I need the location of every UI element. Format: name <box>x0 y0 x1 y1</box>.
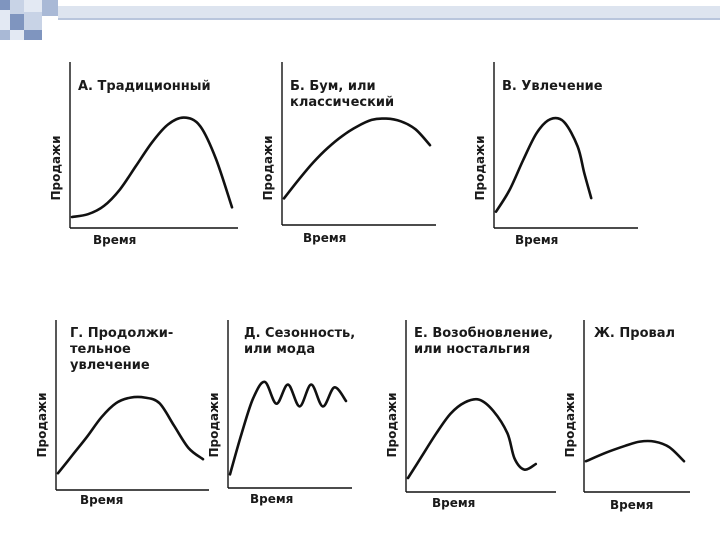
y-axis-label: Продажи <box>261 135 275 200</box>
sales-curve <box>406 397 538 480</box>
panel-title: увлечение <box>70 358 150 373</box>
panel-title: Б. Бум, или <box>290 79 376 94</box>
sales-curve <box>56 395 205 475</box>
chart-panel: А. Традиционный Продажи Время <box>49 62 238 247</box>
x-axis-label: Время <box>80 493 123 507</box>
panel-title: В. Увлечение <box>502 79 603 94</box>
deco-square <box>42 16 58 30</box>
sales-curve <box>494 116 593 213</box>
panel-title: Д. Сезонность, <box>244 326 355 341</box>
deco-square <box>0 10 10 30</box>
sales-curve <box>228 380 348 476</box>
panel-title: А. Традиционный <box>78 79 211 94</box>
y-axis-label: Продажи <box>563 392 577 457</box>
chart-panel: Е. Возобновление,или ностальгия Продажи Вр… <box>385 320 556 510</box>
y-axis-label: Продажи <box>35 392 49 457</box>
panel-title: Г. Продолжи- <box>70 326 173 341</box>
y-axis-label: Продажи <box>385 392 399 457</box>
panel-title: классический <box>290 95 394 110</box>
sales-curve <box>282 117 432 200</box>
x-axis-label: Время <box>250 492 293 506</box>
sales-curve <box>70 116 234 219</box>
chart-panel: В. Увлечение Продажи Время <box>473 62 638 247</box>
header-line <box>58 18 720 20</box>
y-axis-label: Продажи <box>49 135 63 200</box>
y-axis-label: Продажи <box>473 135 487 200</box>
x-axis-label: Время <box>432 496 475 510</box>
slide-decoration <box>0 0 720 40</box>
deco-square <box>10 30 24 40</box>
panel-title: или мода <box>244 342 315 357</box>
panel-title: тельное <box>70 342 131 357</box>
deco-square <box>10 0 24 14</box>
deco-square <box>0 0 10 10</box>
x-axis-label: Время <box>515 233 558 247</box>
chart-panel: Ж. Провал Продажи Время <box>563 320 690 512</box>
y-axis-label: Продажи <box>207 392 221 457</box>
sales-curve <box>584 439 686 463</box>
deco-square <box>24 30 42 40</box>
x-axis-label: Время <box>93 233 136 247</box>
panel-title: Ж. Провал <box>594 326 675 341</box>
chart-panel: Д. Сезонность,или мода Продажи Время <box>207 320 355 506</box>
panel-title: Е. Возобновление, <box>414 326 553 341</box>
header-bar <box>58 6 720 18</box>
x-axis-label: Время <box>610 498 653 512</box>
panel-title: или ностальгия <box>414 342 530 357</box>
deco-square <box>0 30 10 40</box>
deco-square <box>42 0 58 16</box>
deco-square <box>10 14 24 30</box>
deco-square <box>24 0 42 12</box>
deco-square <box>24 12 42 30</box>
x-axis-label: Время <box>303 231 346 245</box>
